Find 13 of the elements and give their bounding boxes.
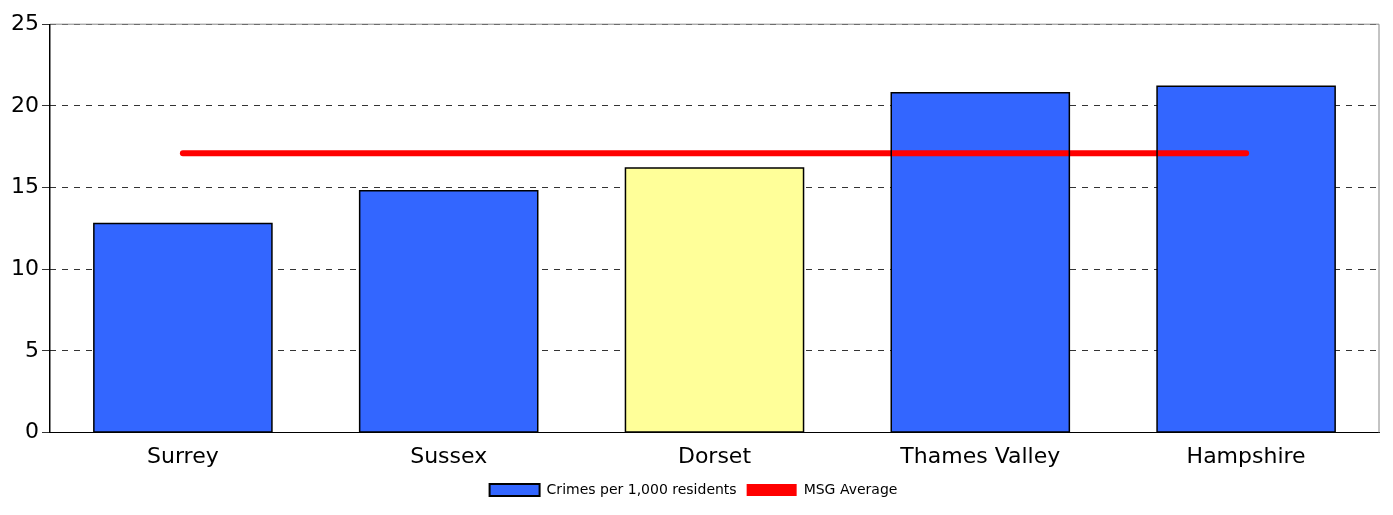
x-tick-label: Hampshire	[1186, 442, 1306, 468]
x-tick-label: Dorset	[677, 442, 752, 468]
x-tick-label: Thames Valley	[899, 442, 1061, 468]
x-tick-label: Sussex	[410, 442, 488, 468]
y-tick-label: 15	[10, 173, 39, 199]
y-tick-label: 10	[10, 254, 39, 280]
y-tick-label: 5	[24, 336, 39, 362]
y-tick-label: 25	[10, 9, 39, 35]
x-tick-label: Surrey	[147, 442, 219, 468]
legend-label: Crimes per 1,000 residents	[546, 480, 737, 497]
y-tick-label: 20	[10, 91, 39, 117]
y-tick-label: 0	[24, 418, 39, 444]
legend-label: MSG Average	[803, 480, 898, 497]
